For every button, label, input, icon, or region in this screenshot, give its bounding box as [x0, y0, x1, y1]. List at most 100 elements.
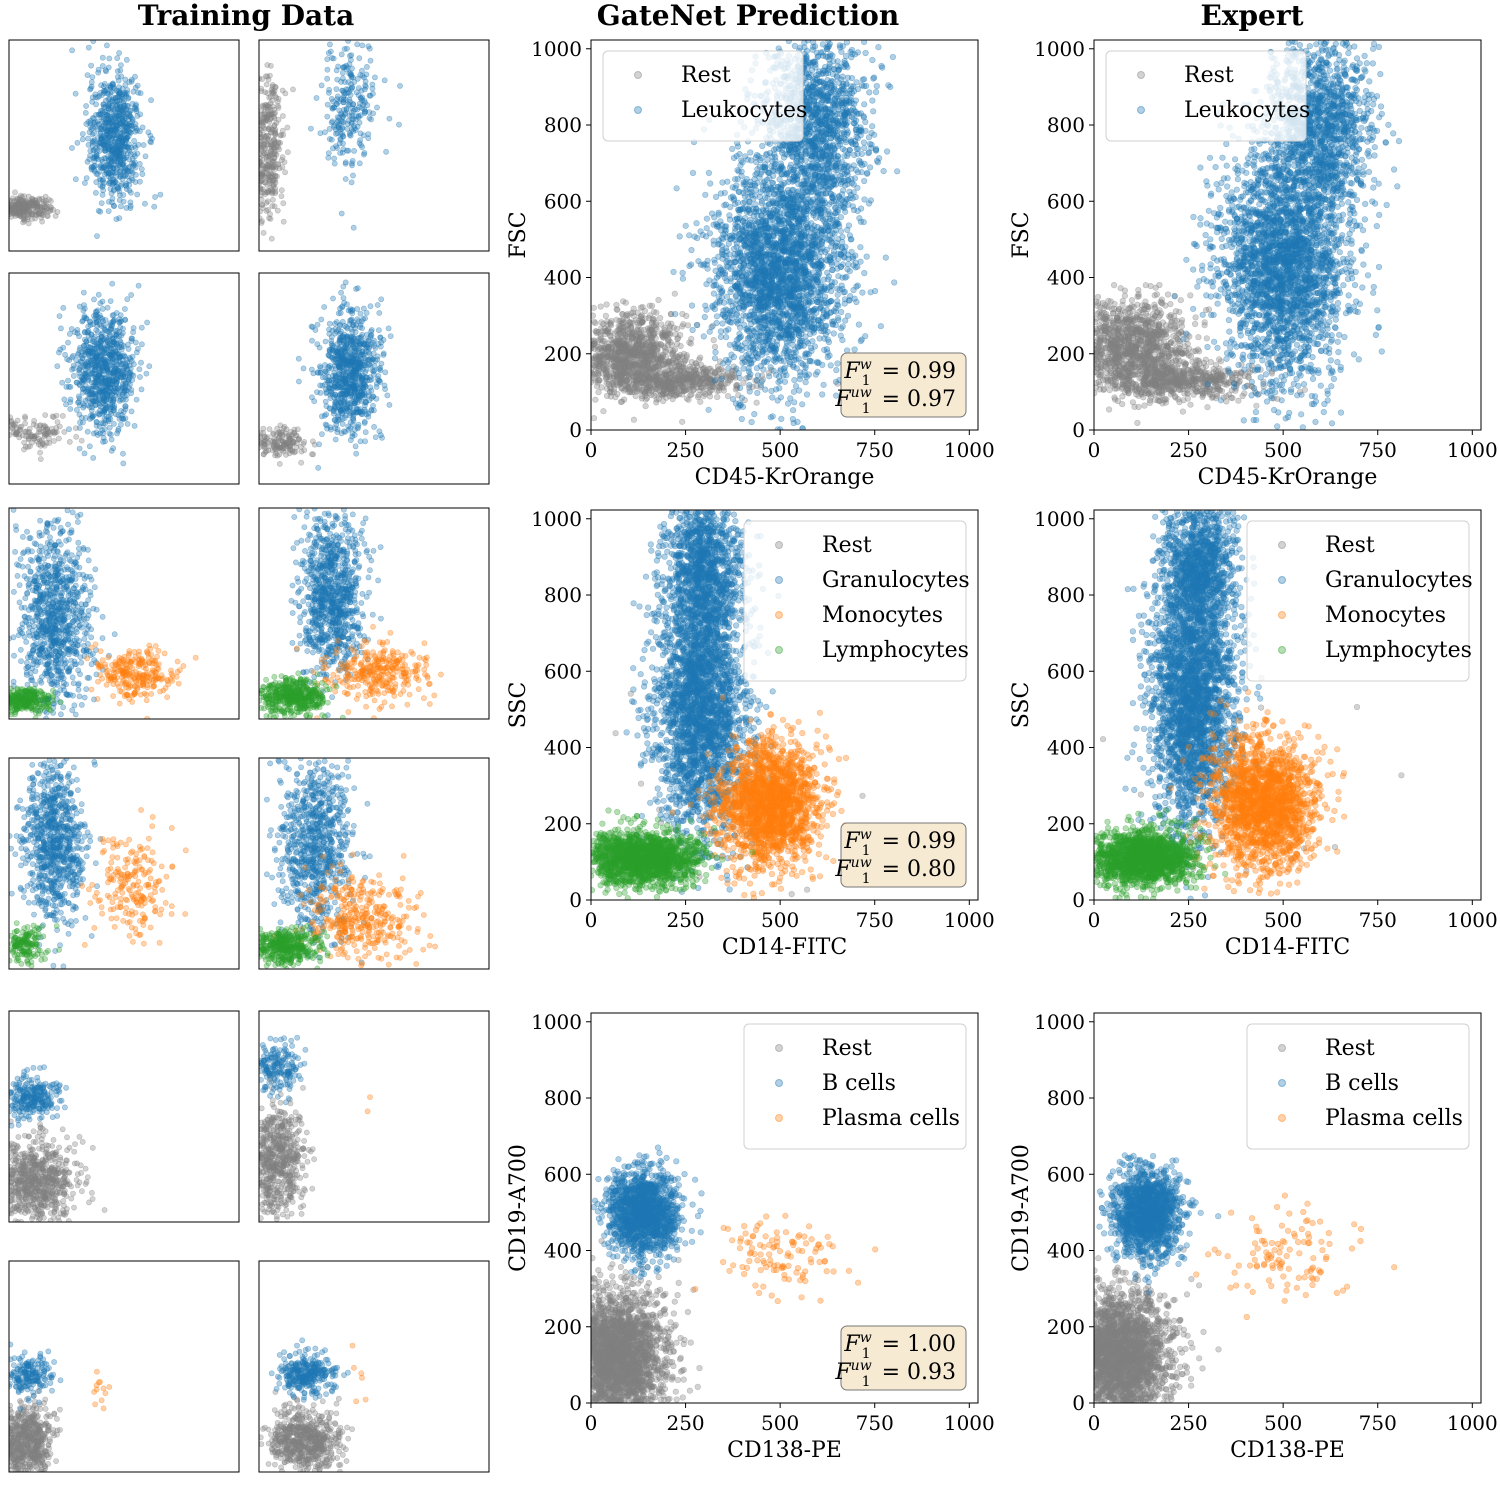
scatter-point [269, 159, 276, 165]
scatter-point [110, 162, 117, 168]
scatter-point [87, 124, 94, 130]
scatter-point [40, 577, 47, 584]
scatter-point [116, 161, 123, 168]
scatter-point [121, 113, 128, 120]
column-title-expert: Expert [1200, 0, 1303, 32]
scatter-point [352, 400, 358, 407]
scatter-point [102, 132, 109, 139]
scatter-point [95, 207, 102, 214]
scatter-point [300, 365, 307, 372]
scatter-point [329, 118, 336, 125]
scatter-point [116, 149, 123, 155]
scatter-point [49, 697, 56, 704]
scatter-point [24, 528, 30, 535]
scatter-point [117, 97, 123, 103]
scatter-point [110, 150, 116, 157]
scatter-point [15, 198, 22, 205]
scatter-point [103, 117, 109, 123]
scatter-point [59, 379, 66, 386]
scatter-point [9, 203, 13, 210]
scatter-point [111, 631, 118, 638]
scatter-point [115, 668, 121, 675]
scatter-point [121, 129, 127, 135]
scatter-point [359, 67, 365, 74]
scatter-point [110, 176, 117, 183]
scatter-point [108, 172, 115, 178]
scatter-point [130, 88, 137, 95]
scatter-point [348, 179, 355, 186]
scatter-point [139, 124, 146, 131]
scatter-point [111, 98, 118, 105]
scatter-point [297, 619, 303, 626]
scatter-point [154, 653, 160, 660]
scatter-point [117, 67, 124, 74]
scatter-point [164, 694, 170, 700]
scatter-point [39, 207, 45, 213]
scatter-point [114, 149, 120, 156]
scatter-point [99, 613, 106, 620]
scatter-point [22, 199, 28, 206]
scatter-point [31, 204, 38, 211]
scatter-point [14, 195, 21, 202]
scatter-point [32, 199, 39, 206]
scatter-point [350, 128, 357, 135]
scatter-point [275, 161, 281, 168]
scatter-point [120, 172, 127, 179]
scatter-point [93, 419, 100, 425]
scatter-point [103, 358, 110, 364]
scatter-point [115, 117, 122, 124]
scatter-point [278, 193, 285, 199]
scatter-point [137, 661, 144, 667]
scatter-point [264, 103, 271, 109]
scatter-point [83, 175, 90, 181]
scatter-point [33, 212, 40, 218]
scatter-point [57, 608, 64, 614]
scatter-point [148, 691, 155, 697]
scatter-point [84, 428, 91, 435]
scatter-point [354, 316, 361, 323]
scatter-point [337, 305, 343, 312]
scatter-point [120, 192, 127, 198]
scatter-point [113, 152, 119, 158]
scatter-point [108, 105, 115, 111]
scatter-point [43, 670, 50, 677]
scatter-point [322, 381, 328, 388]
scatter-point [67, 406, 74, 412]
scatter-point [334, 76, 341, 83]
scatter-point [28, 215, 35, 222]
scatter-point [113, 216, 120, 222]
scatter-point [120, 450, 126, 457]
scatter-point [16, 196, 23, 203]
scatter-point [112, 151, 118, 158]
scatter-point [290, 545, 297, 552]
scatter-point [17, 206, 24, 213]
scatter-point [108, 190, 115, 197]
scatter-point [142, 153, 149, 160]
scatter-point [349, 430, 356, 437]
scatter-point [138, 386, 145, 393]
scatter-point [111, 335, 117, 342]
scatter-point [117, 173, 124, 180]
scatter-point [29, 211, 35, 217]
scatter-point [117, 174, 123, 180]
scatter-point [386, 401, 393, 408]
scatter-point [106, 180, 113, 187]
scatter-point [132, 144, 139, 151]
scatter-point [109, 118, 116, 124]
scatter-point [119, 161, 126, 168]
scatter-point [13, 209, 20, 216]
scatter-point [282, 90, 289, 97]
scatter-point [17, 201, 23, 208]
scatter-point [114, 153, 120, 160]
series-leukocytes [69, 40, 164, 239]
scatter-point [103, 128, 110, 135]
scatter-point [81, 450, 88, 457]
scatter-point [381, 77, 388, 84]
scatter-point [127, 129, 134, 135]
scatter-point [40, 198, 47, 205]
scatter-point [315, 464, 322, 471]
scatter-point [84, 158, 91, 165]
scatter-point [344, 125, 351, 132]
scatter-point [107, 119, 113, 126]
scatter-point [20, 213, 27, 219]
